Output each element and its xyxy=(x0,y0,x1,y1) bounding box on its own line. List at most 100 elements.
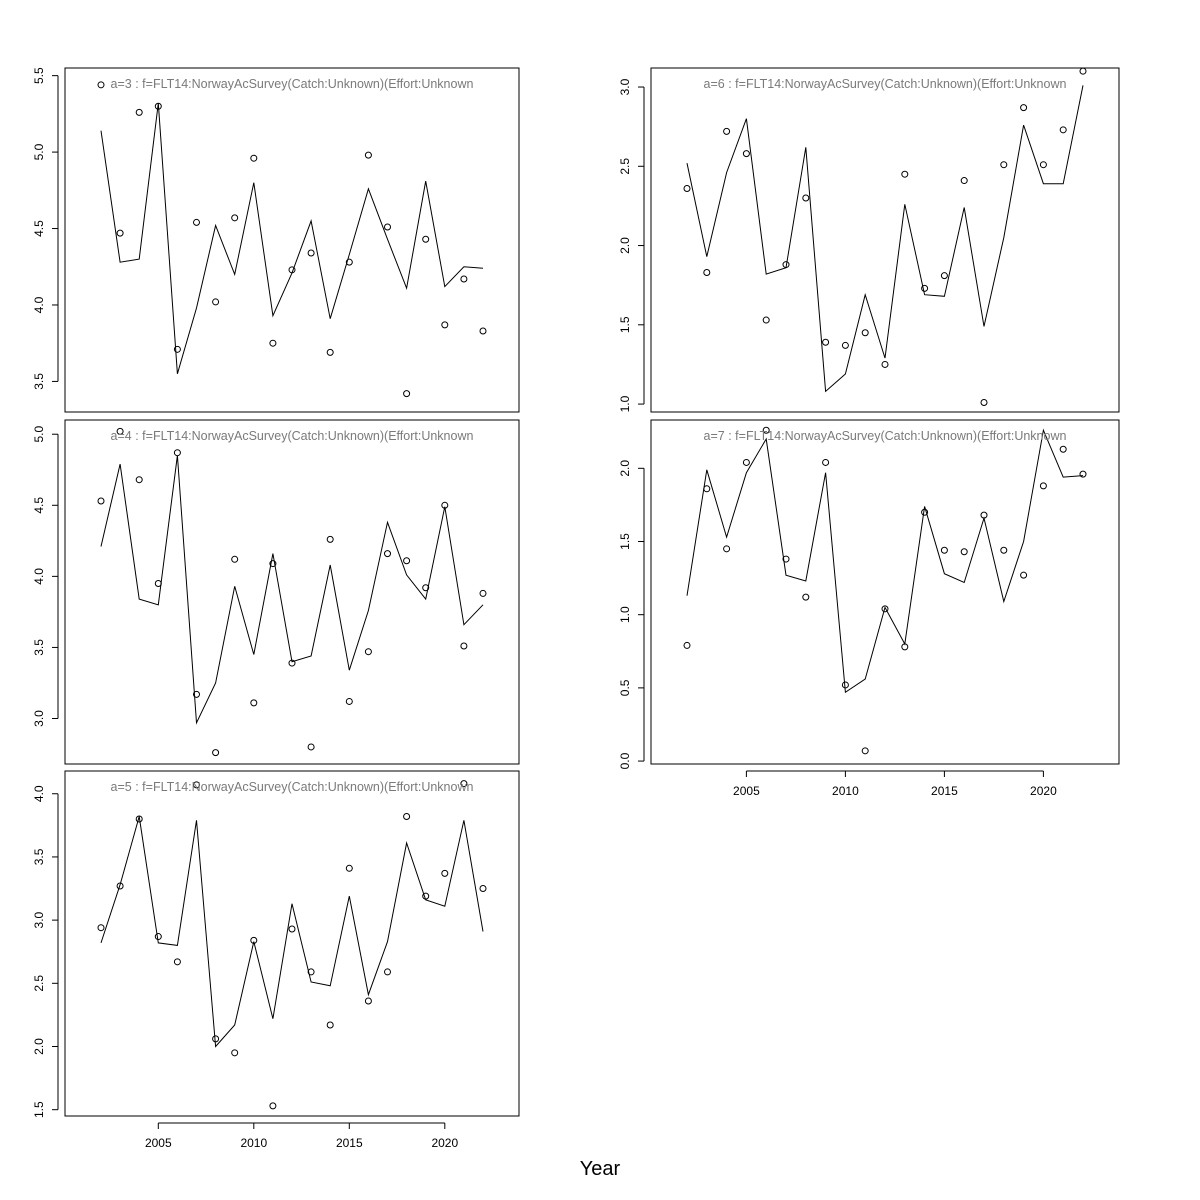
data-point xyxy=(742,458,750,466)
y-tick-label: 0.5 xyxy=(618,679,632,696)
data-point xyxy=(250,936,258,944)
y-tick-label: 5.0 xyxy=(32,143,46,160)
data-point xyxy=(881,360,889,368)
y-tick-label: 4.5 xyxy=(32,220,46,237)
data-point xyxy=(173,958,181,966)
y-tick-label: 1.0 xyxy=(618,606,632,623)
data-point xyxy=(901,170,909,178)
x-tick-label: 2020 xyxy=(1030,784,1057,798)
data-point xyxy=(921,508,929,516)
data-point xyxy=(1000,161,1008,169)
data-point xyxy=(326,1021,334,1029)
data-point xyxy=(841,681,849,689)
data-point xyxy=(822,458,830,466)
data-point xyxy=(723,545,731,553)
data-point xyxy=(269,339,277,347)
data-point xyxy=(135,108,143,116)
plot-frame xyxy=(650,67,1120,413)
panel-5: 0.0 0.5 1.0 1.5 2.0 2005 2010 2015 2020 a=7 : f=F… xyxy=(618,419,1120,798)
data-point xyxy=(403,557,411,565)
panel-3: 1.5 2.0 2.5 3.0 3.5 4.0 2005 2010 2015 2020 a=5 : … xyxy=(32,770,520,1150)
data-point xyxy=(250,154,258,162)
y-tick-label: 3.0 xyxy=(618,78,632,95)
data-point xyxy=(231,1049,239,1057)
y-tick-label: 5.0 xyxy=(32,426,46,443)
data-point xyxy=(1059,126,1067,134)
y-tick-label: 1.5 xyxy=(618,533,632,550)
data-point xyxy=(441,869,449,877)
data-point xyxy=(135,476,143,484)
data-point xyxy=(1020,104,1028,112)
data-point xyxy=(861,747,869,755)
data-point xyxy=(307,249,315,257)
data-point xyxy=(960,177,968,185)
y-tick-label: 3.5 xyxy=(32,848,46,865)
x-tick-label: 2015 xyxy=(931,784,958,798)
y-tick-label: 2.0 xyxy=(618,460,632,477)
y-tick-label: 3.0 xyxy=(32,911,46,928)
plot-frame xyxy=(64,419,520,765)
data-point xyxy=(193,218,200,226)
data-point xyxy=(940,272,948,280)
panel-1: 3.5 4.0 4.5 5.0 5.5 a=3 : f=FLT14:NorwayAcSur… xyxy=(32,67,520,413)
data-point xyxy=(742,150,750,158)
data-point xyxy=(441,501,449,509)
x-axis-label: Year xyxy=(579,1158,621,1180)
panel-2: 3.0 3.5 4.0 4.5 5.0 a=4 : f=FLT14:NorwayAcSur… xyxy=(32,419,520,765)
data-point xyxy=(683,641,691,649)
data-point xyxy=(479,327,487,335)
data-point xyxy=(422,235,430,243)
y-tick-label: 3.5 xyxy=(32,373,46,390)
data-point xyxy=(307,743,315,751)
data-point xyxy=(802,194,810,202)
data-point xyxy=(841,341,849,349)
data-point xyxy=(703,268,711,276)
fitted-line xyxy=(686,85,1084,393)
y-tick-label: 2.5 xyxy=(32,975,46,992)
y-tick-label: 4.5 xyxy=(32,497,46,514)
y-tick-label: 3.0 xyxy=(32,710,46,727)
data-point xyxy=(326,535,334,543)
x-tick-label: 2005 xyxy=(145,1136,172,1150)
data-point xyxy=(861,329,869,337)
data-point xyxy=(460,275,468,283)
y-tick-label: 4.0 xyxy=(32,785,46,802)
panel-title: a=3 : f=FLT14:NorwayAcSurvey(Catch:Unkno… xyxy=(111,77,474,91)
data-point xyxy=(154,933,162,941)
y-tick-label: 5.5 xyxy=(32,67,46,84)
plot-frame xyxy=(64,770,520,1117)
data-point xyxy=(173,449,181,457)
y-tick-label: 2.0 xyxy=(618,237,632,254)
data-point xyxy=(960,548,968,556)
data-point xyxy=(116,882,124,890)
fitted-line xyxy=(100,103,484,374)
data-point xyxy=(173,345,181,353)
data-point xyxy=(762,426,770,434)
data-point xyxy=(1000,546,1008,554)
data-point xyxy=(307,968,315,976)
data-point xyxy=(1079,67,1087,75)
data-point xyxy=(1020,571,1028,579)
data-point xyxy=(703,485,711,493)
y-tick-label: 2.5 xyxy=(618,158,632,175)
data-point xyxy=(782,261,790,269)
data-point xyxy=(422,584,430,592)
data-point xyxy=(97,81,105,89)
y-tick-label: 4.0 xyxy=(32,296,46,313)
panel-title: a=6 : f=FLT14:NorwayAcSurvey(Catch:Unkno… xyxy=(704,77,1067,91)
y-tick-label: 0.0 xyxy=(618,752,632,769)
x-tick-label: 2015 xyxy=(336,1136,363,1150)
panel-4: 1.0 1.5 2.0 2.5 3.0 a=6 : f=FLT14:NorwayAcSur… xyxy=(618,67,1120,413)
data-point xyxy=(135,815,143,823)
x-tick-label: 2005 xyxy=(733,784,760,798)
panel-title: a=4 : f=FLT14:NorwayAcSurvey(Catch:Unkno… xyxy=(111,429,474,443)
y-tick-label: 1.5 xyxy=(618,316,632,333)
data-point xyxy=(980,398,988,406)
y-tick-label: 3.5 xyxy=(32,639,46,656)
data-point xyxy=(231,555,239,563)
data-point xyxy=(288,659,296,667)
fitted-line xyxy=(686,428,1084,694)
fitted-line xyxy=(100,455,484,725)
data-point xyxy=(154,102,162,110)
